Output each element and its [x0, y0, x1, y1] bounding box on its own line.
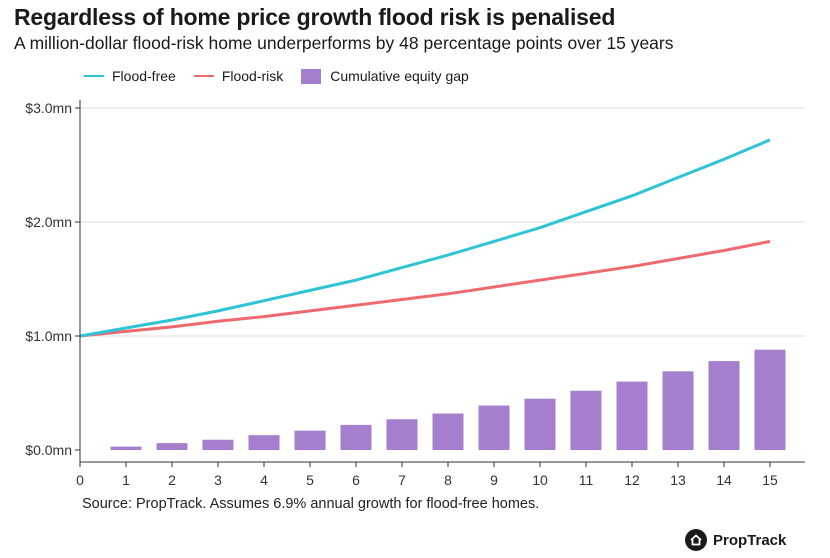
x-tick-label: 2 [168, 472, 176, 488]
bar-equity-gap [202, 439, 234, 450]
bar-equity-gap [110, 446, 142, 450]
bar-equity-gap [708, 361, 740, 450]
bar-equity-gap [386, 419, 418, 450]
proptrack-house-icon [685, 529, 707, 551]
x-tick-label: 5 [306, 472, 314, 488]
x-tick-label: 4 [260, 472, 268, 488]
x-tick-label: 7 [398, 472, 406, 488]
legend-item-flood-risk: Flood-risk [193, 68, 284, 84]
bar-equity-gap [662, 371, 694, 450]
source-note: Source: PropTrack. Assumes 6.9% annual g… [82, 496, 540, 512]
brand-name: PropTrack [713, 531, 787, 549]
x-tick-label: 9 [490, 472, 498, 488]
x-tick-label: 0 [76, 472, 84, 488]
bar-equity-gap [294, 430, 326, 450]
x-tick-label: 1 [122, 472, 130, 488]
bar-equity-gap [432, 413, 464, 450]
legend-label-equity-gap: Cumulative equity gap [330, 68, 469, 84]
x-tick-label: 13 [670, 472, 686, 488]
bar-equity-gap [570, 390, 602, 450]
chart-title: Regardless of home price growth flood ri… [14, 4, 616, 30]
bar-equity-gap [340, 424, 372, 450]
legend-label-flood-free: Flood-free [112, 68, 176, 84]
legend-item-flood-free: Flood-free [84, 68, 176, 84]
x-tick-label: 10 [532, 472, 548, 488]
legend-label-flood-risk: Flood-risk [221, 68, 284, 84]
brand: PropTrack [685, 529, 786, 551]
y-tick-label: $1.0mn [25, 328, 72, 344]
bar-equity-gap [616, 381, 648, 450]
x-tick-label: 15 [762, 472, 778, 488]
x-tick-label: 3 [214, 472, 222, 488]
legend-swatch-flood-risk [193, 75, 214, 77]
y-tick-label: $0.0mn [25, 442, 72, 458]
y-tick-label: $2.0mn [25, 214, 72, 230]
chart-subtitle: A million-dollar flood-risk home underpe… [14, 33, 674, 53]
x-tick-label: 6 [352, 472, 360, 488]
bar-equity-gap [524, 398, 556, 450]
bar-equity-gap [754, 349, 786, 450]
bar-equity-gap [156, 443, 188, 450]
bar-equity-gap [248, 435, 280, 450]
y-tick-label: $3.0mn [25, 100, 72, 116]
x-tick-label: 8 [444, 472, 452, 488]
x-tick-label: 14 [716, 472, 732, 488]
line-flood-free [79, 138, 771, 338]
legend-swatch-equity-gap [301, 68, 322, 84]
bar-equity-gap [478, 405, 510, 450]
legend: Flood-free Flood-risk Cumulative equity … [84, 68, 487, 84]
legend-swatch-flood-free [84, 75, 104, 77]
legend-item-equity-gap: Cumulative equity gap [301, 68, 469, 84]
line-flood-risk [79, 239, 771, 338]
x-tick-label: 11 [579, 472, 594, 488]
x-tick-label: 12 [624, 472, 640, 488]
